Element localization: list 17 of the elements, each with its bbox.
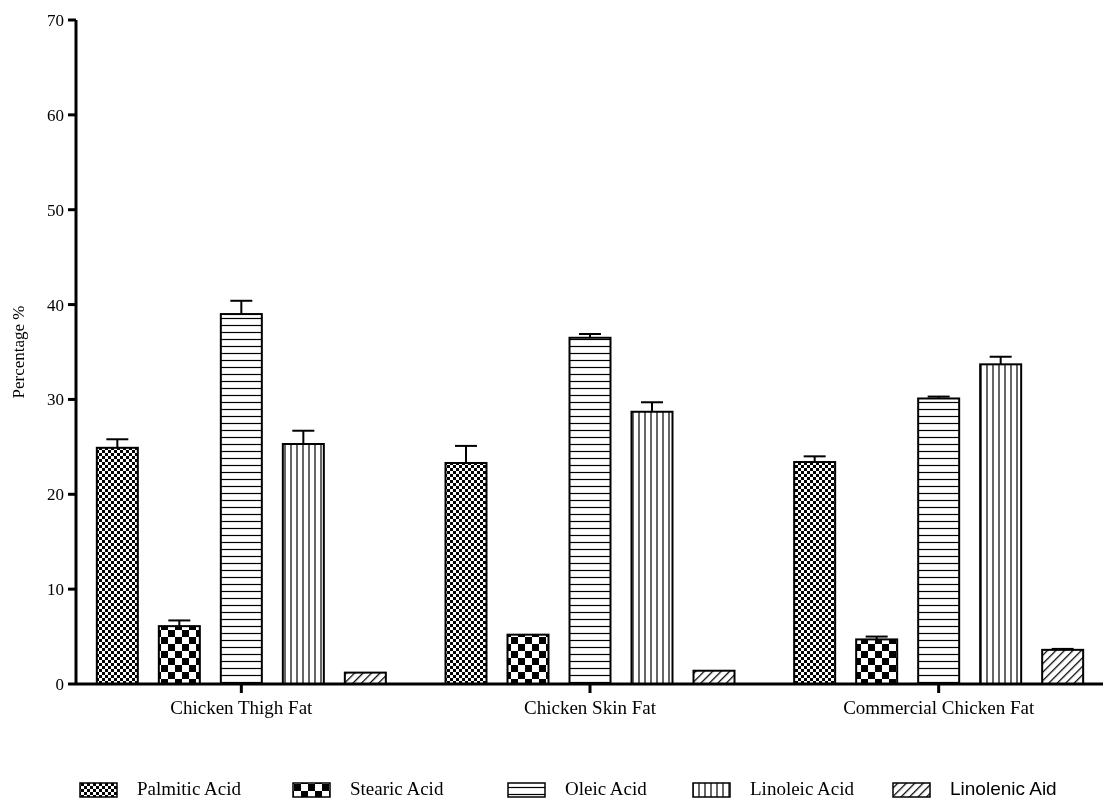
y-tick-label: 10	[47, 580, 64, 600]
legend-label: Oleic Acid	[565, 778, 648, 799]
y-tick-label: 50	[47, 200, 64, 220]
legend-label: Stearic Acid	[350, 778, 444, 799]
x-tick-label: Commercial Chicken Fat	[843, 697, 1035, 718]
y-tick-label: 30	[47, 390, 64, 410]
y-tick-label: 60	[47, 105, 64, 125]
y-tick-label: 0	[55, 674, 64, 694]
legend-label: Linolenic Aid	[950, 778, 1057, 799]
y-tick-label: 40	[47, 295, 64, 315]
x-tick-label: Chicken Thigh Fat	[170, 697, 314, 718]
y-axis-title: Percentage %	[9, 305, 28, 399]
y-tick-label: 20	[47, 485, 64, 505]
legend-label: Linoleic Acid	[750, 778, 855, 799]
y-tick-label: 70	[47, 10, 64, 30]
legend-label: Palmitic Acid	[137, 778, 242, 799]
x-tick-label: Chicken Skin Fat	[524, 697, 657, 718]
